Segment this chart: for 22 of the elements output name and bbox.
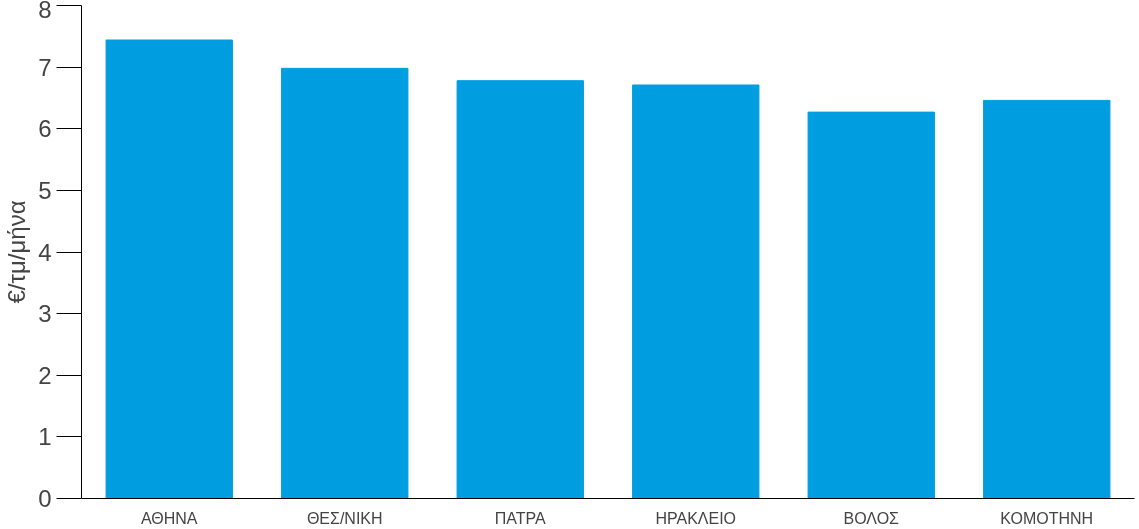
x-tick-label: ΑΘΗΝΑ	[140, 509, 198, 527]
bar	[632, 84, 760, 499]
x-tick-label: ΘΕΣ/ΝΙΚΗ	[306, 509, 383, 527]
y-axis-title: €/τμ/μήνα	[3, 200, 31, 304]
x-tick-label: ΗΡΑΚΛΕΙΟ	[655, 509, 737, 527]
y-tick-label: 3	[38, 300, 52, 328]
y-tick-label: 7	[38, 53, 52, 81]
x-tick-label: ΒΟΛΟΣ	[843, 509, 900, 527]
y-tick-label: 5	[38, 176, 52, 204]
y-tick-label: 2	[38, 361, 52, 389]
bar	[281, 67, 409, 499]
bar	[983, 99, 1111, 499]
y-tick-label: 1	[38, 423, 52, 451]
bar	[105, 39, 233, 499]
y-tick-label: 6	[38, 115, 52, 143]
x-tick-label: ΠΑΤΡΑ	[494, 509, 547, 527]
bar	[456, 80, 584, 499]
x-tick-label: ΚΟΜΟΤΗΝΗ	[1000, 509, 1094, 527]
y-tick-label: 0	[38, 485, 52, 512]
y-tick-label: 8	[38, 0, 52, 23]
bar	[807, 111, 935, 499]
y-tick-label: 4	[38, 238, 52, 266]
